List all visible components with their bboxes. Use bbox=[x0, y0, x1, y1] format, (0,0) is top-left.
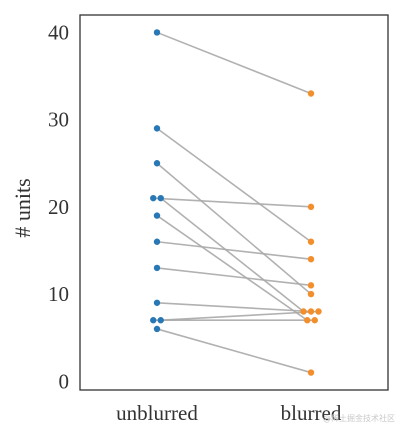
pair-line bbox=[153, 197, 312, 208]
x-tick-labels: unblurred blurred bbox=[116, 401, 342, 425]
unblurred-point bbox=[153, 264, 161, 272]
unblurred-point bbox=[153, 325, 161, 333]
unblurred-point bbox=[153, 160, 161, 167]
plot-frame bbox=[79, 14, 389, 391]
y-tick-label: 30 bbox=[48, 108, 69, 132]
unblurred-point bbox=[153, 238, 161, 245]
unblurred-point bbox=[150, 194, 157, 202]
pair-line bbox=[156, 328, 312, 374]
pair-line bbox=[156, 214, 308, 321]
pair-line bbox=[156, 267, 312, 287]
unblurred-point bbox=[153, 299, 161, 306]
blurred-point bbox=[307, 90, 315, 97]
blurred-point bbox=[307, 369, 315, 376]
pair-line bbox=[160, 310, 319, 322]
blurred-point bbox=[307, 290, 315, 298]
y-tick-label: 0 bbox=[59, 369, 70, 393]
unblurred-point bbox=[150, 317, 157, 324]
y-tick-label: 20 bbox=[48, 195, 69, 219]
watermark: @稀土掘金技术社区 bbox=[323, 414, 395, 423]
pair-line bbox=[160, 197, 304, 313]
unblurred-point bbox=[153, 212, 161, 219]
unblurred-point bbox=[157, 194, 164, 202]
y-tick-label: 10 bbox=[48, 282, 69, 306]
y-tick-labels: 0 10 20 30 40 bbox=[48, 20, 69, 393]
unblurred-point bbox=[153, 29, 161, 36]
x-tick-label: blurred bbox=[281, 401, 342, 425]
pair-lines bbox=[153, 31, 319, 374]
blurred-point bbox=[307, 255, 315, 263]
blurred-point bbox=[315, 308, 322, 315]
pair-line bbox=[156, 301, 312, 313]
pair-line bbox=[156, 240, 312, 260]
pair-line bbox=[156, 127, 312, 243]
blurred-point bbox=[307, 203, 315, 211]
y-tick-label: 40 bbox=[48, 20, 69, 44]
pair-line bbox=[156, 31, 312, 95]
unblurred-point bbox=[153, 125, 161, 132]
blurred-point bbox=[307, 308, 315, 315]
blurred-point bbox=[311, 317, 318, 324]
unblurred-point bbox=[157, 317, 164, 324]
blurred-point bbox=[307, 282, 315, 289]
blurred-point bbox=[307, 238, 315, 245]
blurred-point bbox=[304, 317, 311, 324]
blurred-point bbox=[300, 308, 307, 315]
data-points bbox=[150, 29, 322, 376]
x-tick-label: unblurred bbox=[116, 401, 198, 425]
pair-line bbox=[156, 162, 312, 295]
y-axis-label: # units bbox=[10, 178, 35, 237]
